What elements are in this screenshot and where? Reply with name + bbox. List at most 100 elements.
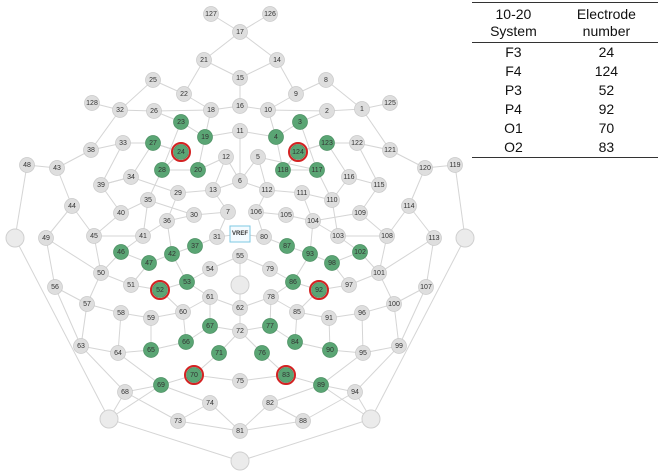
unlabeled-large-node bbox=[99, 409, 119, 429]
electrode-node bbox=[386, 296, 402, 312]
electrode-node-green bbox=[178, 334, 194, 350]
electrode-label: 5 bbox=[256, 154, 260, 161]
electrode-node-green bbox=[254, 345, 270, 361]
electrode-node-green bbox=[292, 114, 308, 130]
electrode-nodes: 1234567891011121314151617181920212223242… bbox=[5, 6, 475, 471]
electrode-node bbox=[83, 142, 99, 158]
electrode-node bbox=[250, 149, 266, 165]
electrode-label: 64 bbox=[114, 350, 122, 357]
electrode-label: 51 bbox=[127, 282, 135, 289]
electrode-label: 81 bbox=[236, 428, 244, 435]
electrode-node bbox=[418, 279, 434, 295]
electrode-node bbox=[232, 173, 248, 189]
electrode-label: 29 bbox=[174, 190, 182, 197]
net-edge bbox=[267, 109, 328, 112]
electrode-node bbox=[354, 305, 370, 321]
electrode-label: 79 bbox=[266, 266, 274, 273]
electrode-label: 41 bbox=[139, 233, 147, 240]
electrode-label: 19 bbox=[201, 134, 209, 141]
electrode-label: 7 bbox=[226, 209, 230, 216]
unlabeled-large-node bbox=[230, 451, 250, 471]
electrode-label: 116 bbox=[343, 174, 354, 181]
electrode-node bbox=[349, 135, 365, 151]
net-edge bbox=[14, 164, 28, 239]
electrode-node bbox=[248, 204, 264, 220]
electrode-node bbox=[401, 198, 417, 214]
cell-1020: F3 bbox=[505, 44, 522, 60]
electrode-label: 88 bbox=[299, 418, 307, 425]
electrode-label: 122 bbox=[351, 140, 363, 147]
table-row: O1 70 bbox=[472, 119, 658, 138]
electrode-label: 87 bbox=[283, 243, 291, 250]
electrode-label: 96 bbox=[358, 310, 366, 317]
electrode-label: 82 bbox=[266, 400, 274, 407]
vref-marker bbox=[229, 225, 251, 243]
electrode-label: 103 bbox=[332, 233, 344, 240]
electrode-label: 57 bbox=[83, 301, 91, 308]
electrode-label: 77 bbox=[266, 323, 274, 330]
electrode-label: 117 bbox=[311, 167, 322, 174]
electrode-label: 128 bbox=[86, 100, 98, 107]
highlight-ring bbox=[171, 142, 191, 162]
electrode-node bbox=[19, 157, 35, 173]
electrode-node bbox=[175, 304, 191, 320]
net-edge bbox=[54, 286, 82, 347]
net-edge bbox=[269, 384, 322, 404]
electrode-label: 104 bbox=[307, 218, 319, 225]
cell-electrode: 124 bbox=[594, 63, 619, 79]
electrode-node-green bbox=[143, 342, 159, 358]
electrode-node bbox=[140, 192, 156, 208]
net-edge bbox=[45, 237, 56, 288]
electrode-label: 59 bbox=[147, 315, 155, 322]
electrode-node-green bbox=[190, 162, 206, 178]
electrode-node bbox=[318, 72, 334, 88]
highlight-ring bbox=[276, 365, 296, 385]
unlabeled-large-node bbox=[230, 275, 250, 295]
electrode-label: 13 bbox=[209, 187, 217, 194]
electrode-node bbox=[232, 24, 248, 40]
electrode-node-green bbox=[287, 334, 303, 350]
electrode-label: 114 bbox=[403, 203, 414, 210]
cell-1020: O1 bbox=[504, 120, 523, 136]
electrode-label: 23 bbox=[177, 119, 185, 126]
electrode-node bbox=[220, 204, 236, 220]
electrode-mapping-table: 10-20 System Electrode number F3 24 F4 124… bbox=[472, 2, 658, 158]
net-edge bbox=[100, 142, 124, 186]
electrode-label: 38 bbox=[87, 147, 95, 154]
electrode-node bbox=[110, 345, 126, 361]
electrode-label: 62 bbox=[236, 305, 244, 312]
electrode-label: 107 bbox=[420, 284, 432, 291]
electrode-node bbox=[113, 205, 129, 221]
electrode-node-green bbox=[173, 114, 189, 130]
electrode-label: 39 bbox=[97, 182, 105, 189]
electrode-label: 17 bbox=[236, 29, 244, 36]
net-edge bbox=[239, 418, 372, 462]
electrode-node bbox=[355, 345, 371, 361]
net-edge bbox=[398, 286, 427, 347]
electrode-node-green bbox=[309, 162, 325, 178]
net-edge bbox=[80, 345, 126, 393]
electrode-node bbox=[294, 185, 310, 201]
electrode-node-green bbox=[268, 129, 284, 145]
electrode-label: 35 bbox=[144, 197, 152, 204]
electrode-label: 92 bbox=[315, 287, 323, 294]
electrode-label: 43 bbox=[53, 165, 61, 172]
net-edge bbox=[90, 109, 121, 151]
electrode-label: 123 bbox=[321, 140, 333, 147]
electrode-label: 95 bbox=[359, 350, 367, 357]
electrode-label: 125 bbox=[384, 100, 396, 107]
electrode-label: 68 bbox=[121, 389, 129, 396]
electrode-net-diagram: 1234567891011121314151617181920212223242… bbox=[5, 6, 475, 471]
electrode-node bbox=[115, 135, 131, 151]
net-edge bbox=[378, 237, 435, 274]
electrode-label: 105 bbox=[280, 212, 292, 219]
electrode-label: 91 bbox=[325, 315, 333, 322]
electrode-label: 111 bbox=[297, 190, 308, 197]
electrode-node bbox=[352, 205, 368, 221]
highlight-ring bbox=[288, 142, 308, 162]
cell-electrode: 83 bbox=[554, 138, 658, 158]
net-edge bbox=[160, 384, 211, 404]
electrode-label: 90 bbox=[326, 347, 334, 354]
electrode-label: 27 bbox=[149, 140, 157, 147]
electrode-label: 126 bbox=[264, 11, 276, 18]
